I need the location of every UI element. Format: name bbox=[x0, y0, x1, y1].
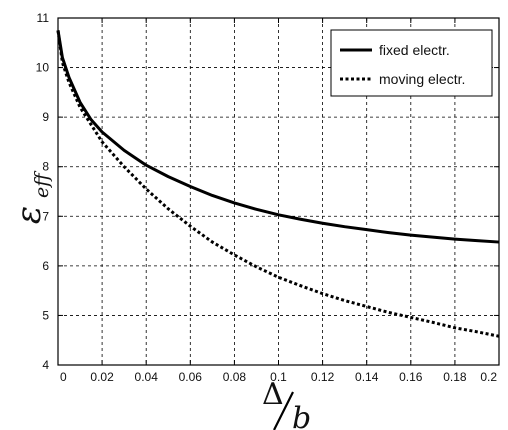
y-tick-label: 5 bbox=[42, 308, 49, 322]
x-tick-label: 0.08 bbox=[223, 370, 247, 384]
legend-label-fixed: fixed electr. bbox=[379, 42, 450, 58]
y-tick-labels: 4 5 6 7 8 9 10 11 bbox=[36, 11, 50, 372]
grid bbox=[58, 18, 499, 365]
x-tick-labels: 0 0.02 0.04 0.06 0.08 0.1 0.12 0.14 0.16 0.18 0.2 bbox=[60, 370, 497, 384]
x-axis-label-slash bbox=[273, 391, 294, 430]
x-tick-label: 0.14 bbox=[355, 370, 379, 384]
x-tick-label: 0.02 bbox=[90, 370, 114, 384]
x-axis-label-denominator: b bbox=[292, 401, 311, 430]
y-axis-label: ε eff bbox=[9, 170, 53, 224]
y-tick-label: 7 bbox=[42, 209, 49, 223]
series-lines bbox=[56, 30, 500, 338]
x-tick-label: 0.18 bbox=[443, 370, 467, 384]
x-tick-label: 0.04 bbox=[135, 370, 159, 384]
y-tick-label: 4 bbox=[42, 358, 49, 372]
y-axis-label-subscript: eff bbox=[31, 170, 53, 198]
series-line-fixed-electr bbox=[56, 30, 500, 244]
y-tick-label: 10 bbox=[36, 61, 50, 75]
x-tick-label: 0 bbox=[60, 370, 67, 384]
y-tick-label: 6 bbox=[42, 259, 49, 273]
x-tick-label: 0.2 bbox=[480, 370, 497, 384]
y-tick-label: 11 bbox=[37, 11, 50, 25]
x-tick-label: 0.06 bbox=[179, 370, 203, 384]
y-axis-label-symbol: ε bbox=[9, 206, 49, 224]
y-tick-label: 8 bbox=[42, 160, 49, 174]
y-tick-label: 9 bbox=[42, 110, 49, 124]
legend-box bbox=[330, 29, 493, 97]
x-tick-label: 0.16 bbox=[399, 370, 423, 384]
x-axis-label: Δ b bbox=[262, 377, 311, 430]
legend: fixed electr. moving electr. bbox=[330, 29, 493, 97]
series-line-moving-electr bbox=[56, 30, 500, 338]
legend-label-moving: moving electr. bbox=[379, 71, 465, 87]
x-tick-label: 0.1 bbox=[270, 370, 287, 384]
x-tick-label: 0.12 bbox=[311, 370, 335, 384]
x-axis-label-numerator: Δ bbox=[262, 377, 284, 412]
ticks bbox=[57, 17, 500, 366]
